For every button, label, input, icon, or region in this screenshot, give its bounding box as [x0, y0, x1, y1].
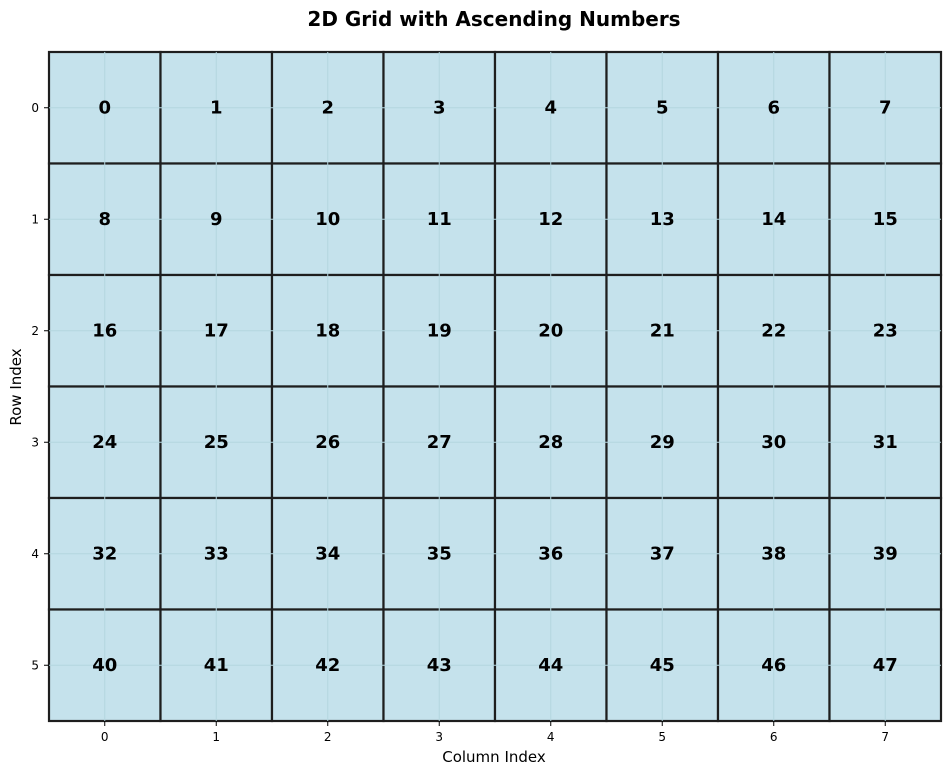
- cell-value-label: 46: [761, 655, 786, 676]
- y-tick-label: 0: [31, 101, 39, 115]
- cell-value-label: 43: [427, 655, 452, 676]
- cell-value-label: 36: [538, 543, 563, 564]
- cell-value-label: 34: [315, 543, 340, 564]
- y-axis-label: Row Index: [7, 348, 25, 425]
- y-tick-label: 2: [31, 324, 39, 338]
- cell-value-label: 19: [427, 320, 452, 341]
- cell-value-label: 22: [761, 320, 786, 341]
- x-tick-label: 1: [212, 730, 220, 744]
- cell-value-label: 9: [210, 209, 223, 230]
- cell-value-label: 0: [98, 97, 111, 118]
- x-axis-ticks: 0 1 2 3 4 5 6 7: [101, 721, 889, 744]
- cell-value-label: 39: [873, 543, 898, 564]
- cell-value-label: 1: [210, 97, 223, 118]
- x-tick-label: 5: [658, 730, 666, 744]
- cell-value-label: 26: [315, 432, 340, 453]
- cell-value-label: 8: [98, 209, 111, 230]
- cell-value-label: 44: [538, 655, 563, 676]
- cell-value-label: 12: [538, 209, 563, 230]
- x-axis-label: Column Index: [442, 748, 546, 766]
- cell-value-label: 27: [427, 432, 452, 453]
- cell-value-label: 37: [650, 543, 675, 564]
- cells: [47, 50, 943, 723]
- cell-value-label: 23: [873, 320, 898, 341]
- cell-value-label: 31: [873, 432, 898, 453]
- cell-value-label: 29: [650, 432, 675, 453]
- cell-value-label: 17: [204, 320, 229, 341]
- x-tick-label: 3: [435, 730, 443, 744]
- cell-value-label: 33: [204, 543, 229, 564]
- cell-value-label: 7: [879, 97, 892, 118]
- cell-value-label: 11: [427, 209, 452, 230]
- cell-value-label: 18: [315, 320, 340, 341]
- cell-value-label: 13: [650, 209, 675, 230]
- cell-value-label: 25: [204, 432, 229, 453]
- y-tick-label: 5: [31, 658, 39, 672]
- chart-title: 2D Grid with Ascending Numbers: [307, 7, 680, 31]
- cell-value-label: 40: [92, 655, 117, 676]
- cell-value-label: 4: [544, 97, 557, 118]
- cell-value-label: 41: [204, 655, 229, 676]
- cell-value-label: 30: [761, 432, 786, 453]
- cell-value-label: 24: [92, 432, 117, 453]
- cell-value-label: 47: [873, 655, 898, 676]
- x-tick-label: 0: [101, 730, 109, 744]
- x-tick-label: 2: [324, 730, 332, 744]
- cell-value-label: 35: [427, 543, 452, 564]
- cell-value-label: 3: [433, 97, 446, 118]
- grid-lines: [49, 52, 941, 721]
- cell-value-label: 10: [315, 209, 340, 230]
- cell-value-label: 42: [315, 655, 340, 676]
- x-tick-label: 6: [770, 730, 778, 744]
- cell-value-label: 45: [650, 655, 675, 676]
- cell-value-label: 28: [538, 432, 563, 453]
- cell-value-label: 38: [761, 543, 786, 564]
- x-tick-label: 7: [881, 730, 889, 744]
- cell-value-label: 16: [92, 320, 117, 341]
- cell-value-label: 5: [656, 97, 669, 118]
- cell-value-label: 32: [92, 543, 117, 564]
- y-tick-label: 4: [31, 547, 39, 561]
- x-tick-label: 4: [547, 730, 555, 744]
- y-axis-ticks: 0 1 2 3 4 5: [31, 101, 49, 672]
- y-tick-label: 3: [31, 435, 39, 449]
- cell-value-label: 20: [538, 320, 563, 341]
- cell-value-label: 6: [767, 97, 780, 118]
- cell-value-label: 14: [761, 209, 786, 230]
- cell-value-label: 2: [321, 97, 334, 118]
- cell-value-label: 15: [873, 209, 898, 230]
- y-tick-label: 1: [31, 212, 39, 226]
- cell-value-label: 21: [650, 320, 675, 341]
